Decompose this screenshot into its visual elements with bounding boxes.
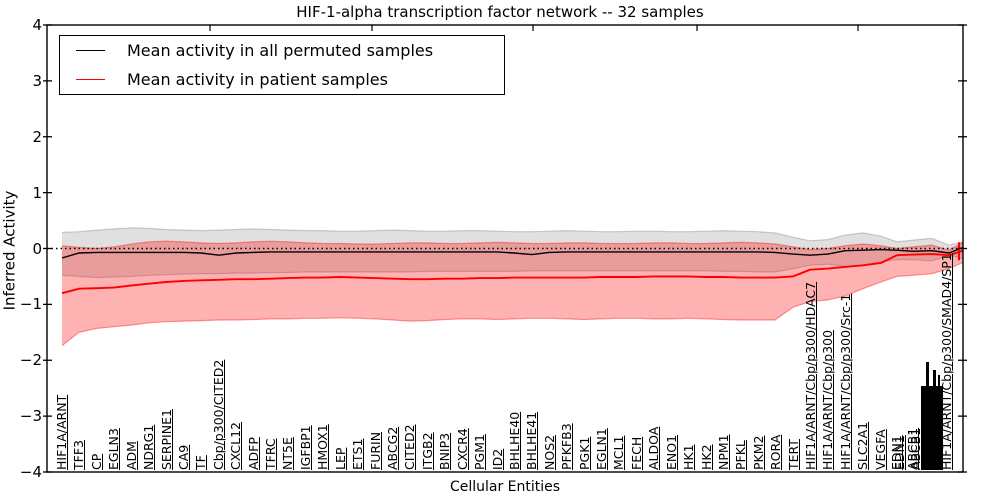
y-tick-label: −1 [19,295,42,314]
overlapping-labels-blob-spike [926,362,929,388]
x-tick-label: VEGFA [873,429,888,470]
y-tick-label: 2 [32,127,42,146]
x-tick-label: TF [193,455,208,470]
x-axis-label: Cellular Entities [449,479,561,495]
overlapping-labels-blob [921,386,943,470]
x-tick-label: Cbp/p300/CITED2 [211,359,226,470]
x-tick-label: BHLHE40 [507,411,522,470]
x-tick-label: EGLN1 [594,428,609,470]
x-tick-label: PFKL [733,440,748,470]
x-tick-label: ITGB2 [420,432,435,470]
legend-item-patient: Mean activity in patient samples [60,66,504,93]
legend: Mean activity in all permuted samples Me… [59,35,505,95]
y-tick-label: 1 [32,183,42,202]
x-tick-label: EDN1 [889,435,904,470]
x-tick-label: ADFP [246,437,261,470]
patient-band [62,241,963,346]
x-tick-label: TFF3 [71,440,86,470]
x-tick-label: ADM [124,441,139,470]
x-tick-label: ENO1 [664,434,679,470]
x-tick-label: SERPINE1 [159,409,174,470]
x-tick-label: FECH [629,436,644,470]
x-tick-label: NDRG1 [141,424,156,470]
x-tick-label: ABCB1 [905,427,920,470]
y-tick-label: 3 [32,71,42,90]
legend-line-sample-black [76,50,105,52]
x-tick-label: HMOX1 [315,424,330,470]
x-tick-label: PGM1 [472,434,487,470]
legend-line-sample-red [76,78,105,80]
x-tick-label: ABCG2 [385,426,400,470]
x-tick-label: HIF1A/ARNT/Cbp/p300 [820,329,835,470]
y-tick-label: 4 [32,16,42,34]
y-tick-label: −4 [19,463,42,481]
x-tick-label: PGK1 [577,436,592,470]
legend-label: Mean activity in all permuted samples [127,41,434,61]
patient-band-lower-edge [61,261,964,347]
x-tick-label: BNIP3 [437,432,452,470]
x-tick-label: HK2 [699,444,714,470]
x-tick-label: CXCR4 [455,428,470,470]
x-tick-label: HIF1A/ARNT [54,394,69,470]
x-tick-label: MCL1 [611,435,626,470]
chart-title: HIF-1-alpha transcription factor network… [296,3,704,21]
permuted-mean-line [61,246,964,259]
x-tick-label: CA9 [176,444,191,470]
x-tick-label: ID2 [490,448,505,470]
x-tick-label: EGLN3 [106,428,121,470]
x-tick-label: SLC2A1 [855,421,870,470]
patient-mean-line [61,249,964,295]
legend-label: Mean activity in patient samples [127,69,388,89]
overlapping-labels-blob-spike [938,375,940,388]
x-tick-label: FURIN [368,431,383,470]
x-tick-label: RORA [768,434,783,470]
y-tick-label: −3 [19,407,42,426]
y-tick-label: 0 [32,239,42,258]
x-tick-label: CP [89,453,104,470]
x-tick-label: NOS2 [542,434,557,470]
x-tick-label: NPM1 [716,434,731,470]
x-tick-label: LEP [333,447,348,470]
patient-band-upper-edge [61,240,964,251]
legend-item-permuted: Mean activity in all permuted samples [60,37,504,64]
x-tick-label: ETS1 [350,438,365,470]
x-tick-label: HIF1A/ARNT/Cbp/p300/Src-1 [838,293,853,470]
x-tick-label: HK1 [681,444,696,470]
x-tick-label: PKM2 [751,435,766,470]
overlapping-labels-blob-spike [933,370,936,388]
permuted-band-upper-edge [61,227,964,246]
x-tick-label: HIF1A/ARNT/Cbp/p300/HDAC7 [803,281,818,470]
x-tick-label: ALDOA [646,426,661,470]
x-tick-label: PFKFB3 [559,423,574,470]
x-tick-label: CXCL12 [228,422,243,470]
x-tick-label: IGFBP1 [298,425,313,470]
permuted-band-lower-edge [61,254,964,279]
x-tick-label: CITED2 [402,424,417,470]
x-tick-label: TERT [786,439,801,470]
x-tick-label: NT5E [280,437,295,470]
x-tick-label: BHLHE41 [524,411,539,470]
y-tick-label: −2 [19,351,42,370]
x-tick-label: TFRC [263,438,278,470]
